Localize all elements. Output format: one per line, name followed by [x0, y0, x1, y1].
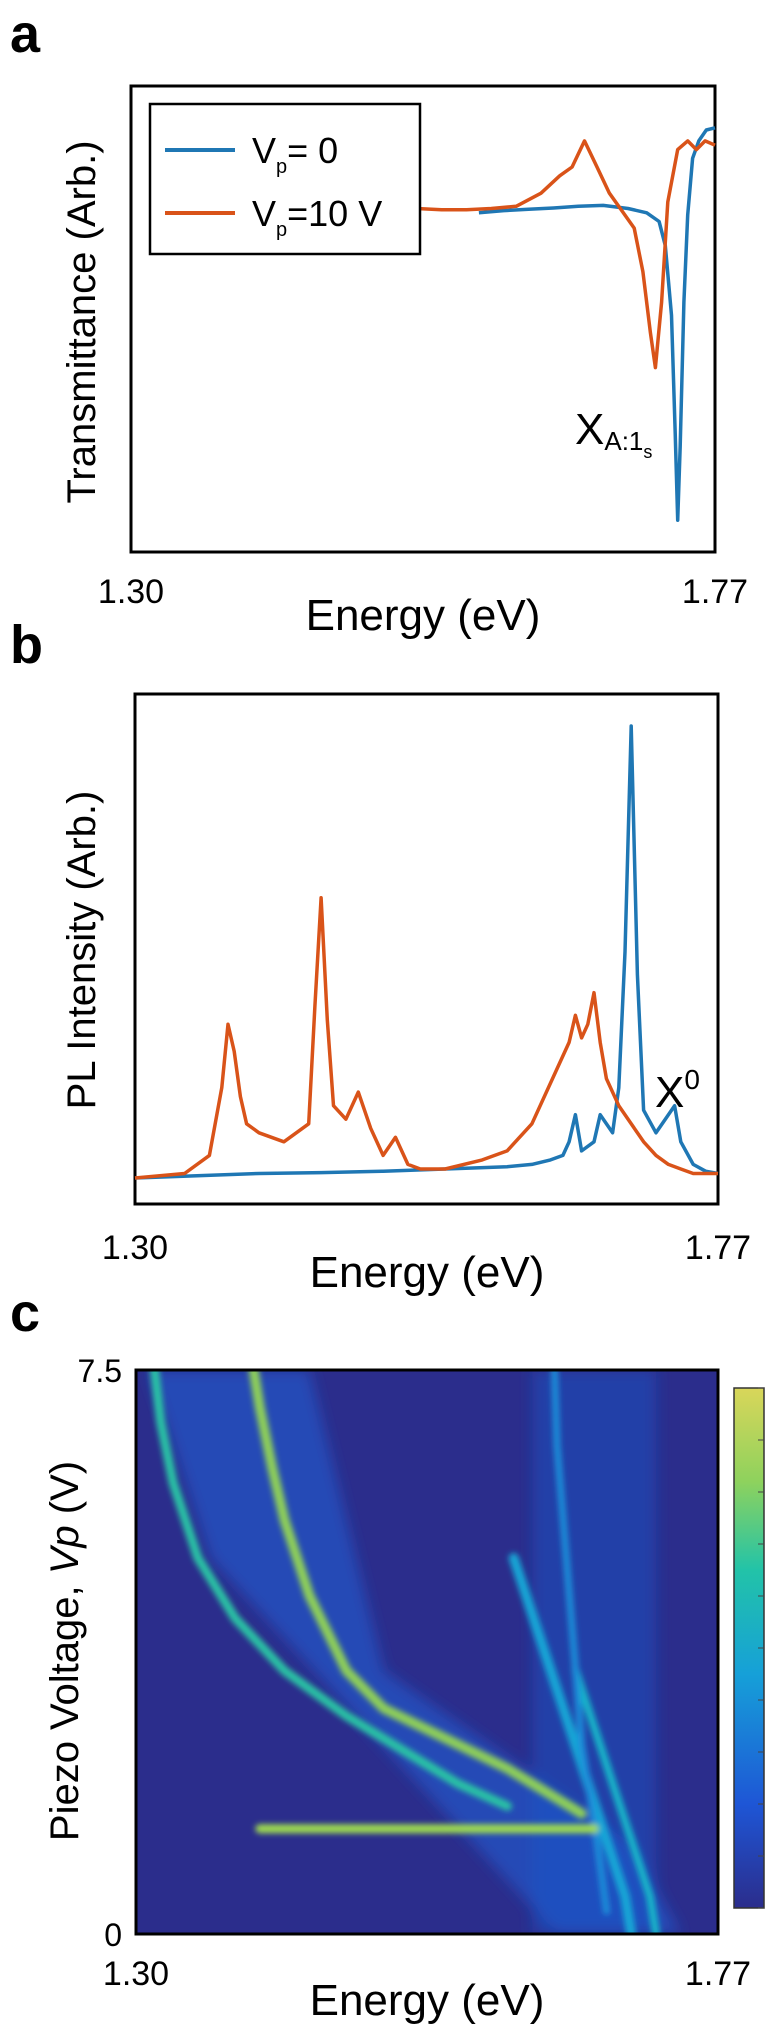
y-tick-max-c: 7.5 — [78, 1353, 122, 1389]
y-axis-label-c: Piezo Voltage, Vp (V) — [43, 1461, 87, 1841]
series-line-b-0 — [134, 724, 719, 1180]
annotation-x-a1s: XA:1s — [575, 405, 652, 462]
panel-c-letter: c — [10, 1283, 40, 1343]
y-axis-label-a: Transmittance (Arb.) — [60, 140, 104, 503]
panel-c: Piezo Voltage, Vp (V) 7.5 0 1.30 1.77 En… — [43, 1353, 765, 2025]
series-line-b-1 — [134, 896, 718, 1180]
panel-b: X0 PL Intensity (Arb.) 1.30 1.77 Energy … — [60, 692, 751, 1297]
x-tick-max-b: 1.77 — [685, 1229, 751, 1267]
heatmap-trace-3 — [150, 1370, 512, 1811]
x-axis-label-a: Energy (eV) — [306, 591, 541, 640]
y-tick-min-c: 0 — [104, 1917, 122, 1953]
heatmap-trace-4 — [551, 1370, 611, 1915]
series-line-a-1 — [416, 139, 716, 370]
x-axis-label-b: Energy (eV) — [310, 1248, 545, 1297]
x-axis-label-c: Energy (eV) — [310, 1976, 545, 2025]
legend-box — [148, 102, 422, 256]
series-line-a-0 — [478, 126, 716, 522]
x-tick-min-b: 1.30 — [102, 1229, 168, 1267]
heatmap-trace-0 — [508, 1553, 637, 1934]
panel-b-letter: b — [10, 615, 43, 675]
panel-a-letter: a — [10, 4, 41, 64]
legend-label-0: Vp= 0 — [252, 130, 338, 178]
heatmap-trace-1 — [571, 1666, 661, 1934]
panel-b-frame — [133, 692, 720, 1206]
heatmap-trace-2 — [248, 1370, 587, 1819]
x-tick-max-c: 1.77 — [685, 1955, 751, 1993]
y-axis-label-b: PL Intensity (Arb.) — [60, 791, 104, 1110]
legend: Vp= 0 Vp=10 V — [148, 102, 422, 256]
panel-c-frame — [134, 1368, 720, 1936]
x-tick-min-a: 1.30 — [98, 573, 164, 611]
heatmap — [148, 1370, 681, 1934]
annotation-x0: X0 — [655, 1064, 700, 1117]
legend-label-1: Vp=10 V — [252, 193, 382, 241]
panel-a: Vp= 0 Vp=10 V XA:1s Transmittance (Arb.)… — [60, 84, 748, 640]
x-tick-max-a: 1.77 — [682, 573, 748, 611]
x-tick-min-c: 1.30 — [103, 1955, 169, 1993]
colorbar-ticks — [758, 1387, 764, 1909]
